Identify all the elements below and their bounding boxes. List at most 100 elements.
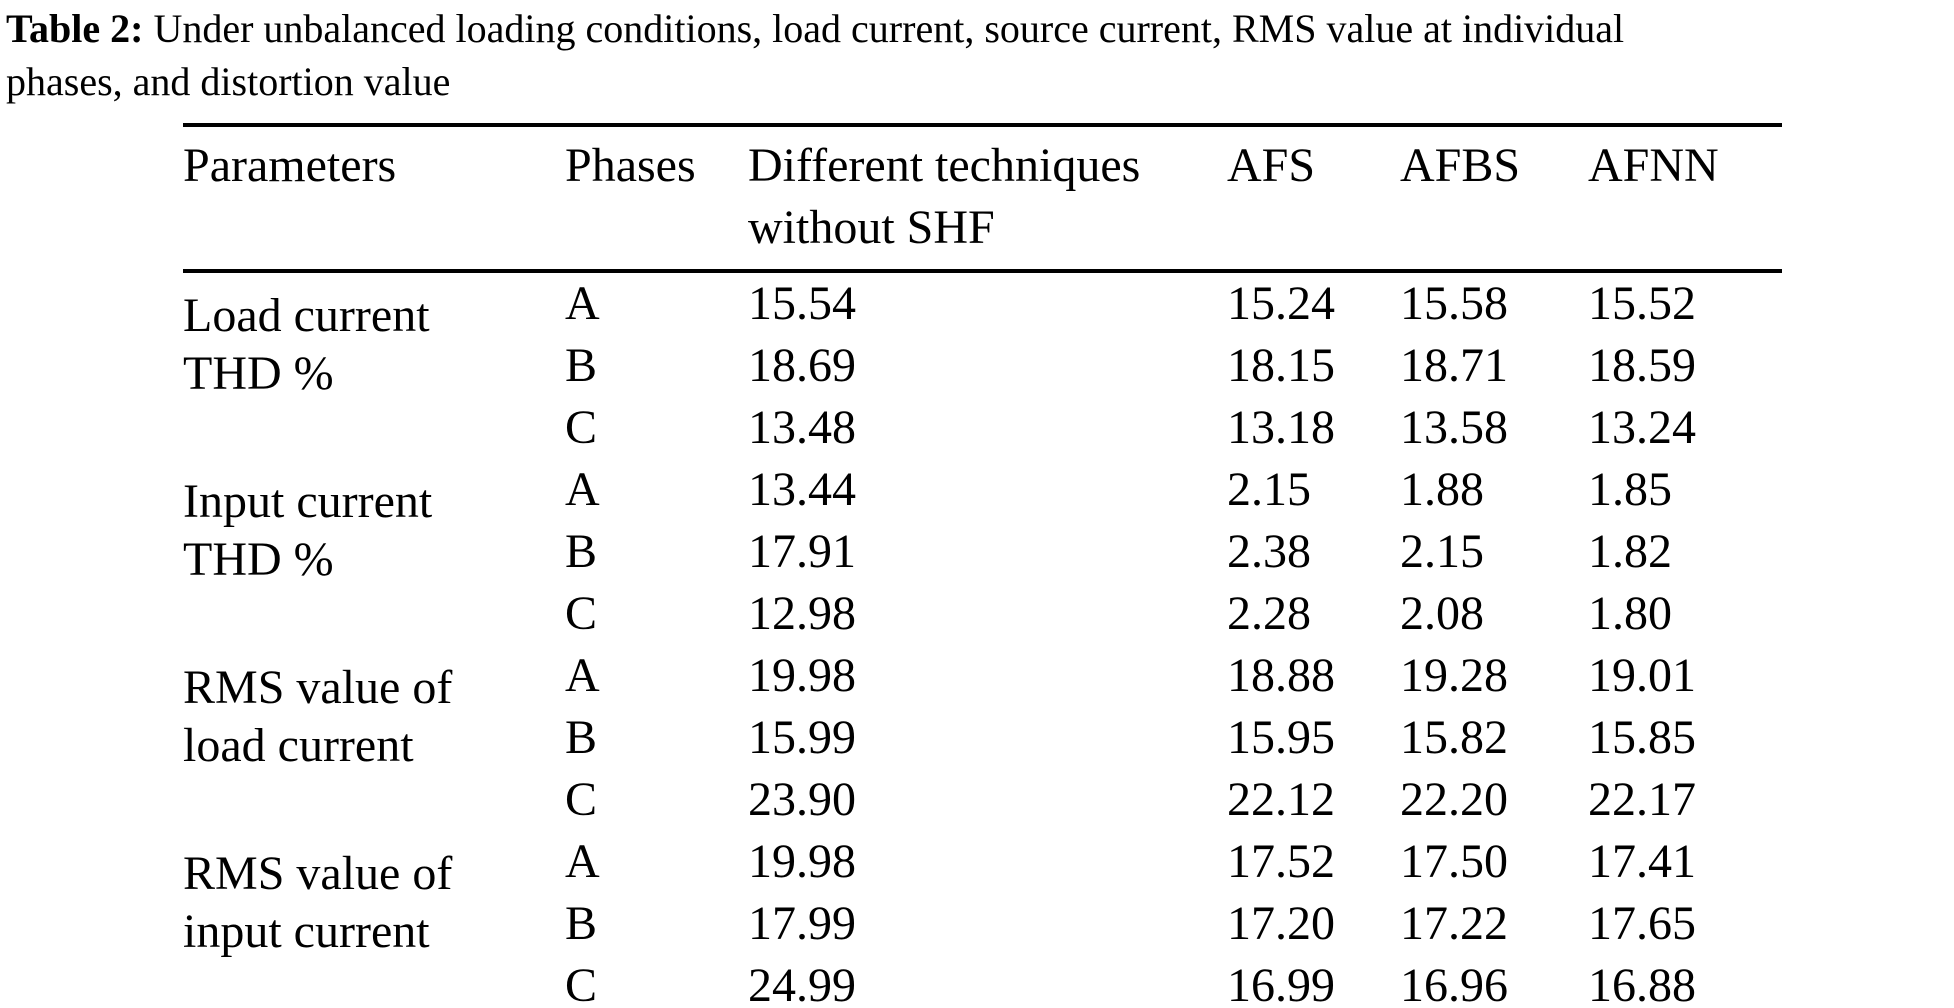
cell-afnn: 17.65: [1588, 897, 1696, 950]
cell-afbs: 18.71: [1400, 339, 1508, 392]
parameter-line1: Load current: [183, 289, 430, 342]
header-techniques-line2: without SHF: [748, 201, 995, 254]
phase-cell: A: [565, 277, 600, 330]
table-row: B 18.69 18.15 18.71 18.59: [183, 335, 1782, 397]
phase-cell: C: [565, 959, 598, 1008]
cell-without-shf: 13.44: [748, 463, 856, 516]
phase-cell: B: [565, 339, 598, 392]
phase-cell: B: [565, 711, 598, 764]
cell-afs: 2.15: [1227, 463, 1311, 516]
table-caption-line1: Table 2: Under unbalanced loading condit…: [6, 2, 1954, 55]
cell-afnn: 15.52: [1588, 277, 1696, 330]
cell-afs: 13.18: [1227, 401, 1335, 454]
cell-afnn: 18.59: [1588, 339, 1696, 392]
cell-afnn: 16.88: [1588, 959, 1696, 1008]
cell-afnn: 1.82: [1588, 525, 1672, 578]
table-row: C 13.48 13.18 13.58 13.24: [183, 397, 1782, 459]
cell-afs: 2.38: [1227, 525, 1311, 578]
cell-without-shf: 13.48: [748, 401, 856, 454]
header-afnn: AFNN: [1588, 139, 1719, 192]
table-row: C 12.98 2.28 2.08 1.80: [183, 583, 1782, 645]
cell-afbs: 15.58: [1400, 277, 1508, 330]
table-row: RMS value of input current A 19.98 17.52…: [183, 831, 1782, 959]
cell-afbs: 1.88: [1400, 463, 1484, 516]
header-row: Parameters Phases Different techniques w…: [183, 125, 1782, 271]
header-afbs: AFBS: [1400, 139, 1521, 192]
cell-afbs: 15.82: [1400, 711, 1508, 764]
table-row: B 17.99 17.20 17.22 17.65: [183, 893, 1782, 955]
parameter-line1: Input current: [183, 475, 433, 528]
parameter-line2: load current: [183, 719, 414, 772]
table-2: Parameters Phases Different techniques w…: [183, 123, 1782, 1008]
parameter-line1: RMS value of: [183, 661, 453, 714]
parameter-cell: Load current THD %: [183, 271, 565, 459]
cell-afs: 22.12: [1227, 773, 1335, 826]
cell-without-shf: 23.90: [748, 773, 856, 826]
parameter-cell: Input current THD %: [183, 459, 565, 645]
table-caption-text2: phases, and distortion value: [6, 59, 451, 104]
cell-afs: 18.15: [1227, 339, 1335, 392]
cell-without-shf: 19.98: [748, 835, 856, 888]
phase-cell: A: [565, 463, 600, 516]
parameter-line2: input current: [183, 905, 430, 958]
cell-without-shf: 24.99: [748, 959, 856, 1008]
phase-cell: B: [565, 525, 598, 578]
cell-afnn: 1.80: [1588, 587, 1672, 640]
header-techniques: Different techniques without SHF: [748, 125, 1227, 271]
phase-cell: C: [565, 587, 598, 640]
phase-cell: B: [565, 897, 598, 950]
parameter-cell: RMS value of input current: [183, 831, 565, 1008]
cell-afnn: 13.24: [1588, 401, 1696, 454]
cell-afnn: 17.41: [1588, 835, 1696, 888]
cell-afnn: 19.01: [1588, 649, 1696, 702]
table-caption-label: Table 2:: [6, 6, 144, 51]
cell-without-shf: 15.54: [748, 277, 856, 330]
table-row: B 15.99 15.95 15.82 15.85: [183, 707, 1782, 769]
cell-without-shf: 18.69: [748, 339, 856, 392]
header-techniques-line1: Different techniques: [748, 139, 1141, 192]
table-row: Input current THD % A 13.44 2.15 1.88 1.…: [183, 459, 1782, 587]
header-phases: Phases: [565, 139, 696, 192]
cell-afs: 15.24: [1227, 277, 1335, 330]
cell-afs: 2.28: [1227, 587, 1311, 640]
cell-afbs: 16.96: [1400, 959, 1508, 1008]
table-caption: Table 2: Under unbalanced loading condit…: [6, 2, 1954, 108]
cell-afbs: 22.20: [1400, 773, 1508, 826]
cell-without-shf: 15.99: [748, 711, 856, 764]
cell-afs: 18.88: [1227, 649, 1335, 702]
cell-afbs: 2.08: [1400, 587, 1484, 640]
cell-afbs: 17.22: [1400, 897, 1508, 950]
cell-afnn: 15.85: [1588, 711, 1696, 764]
table-caption-line2: phases, and distortion value: [6, 55, 1954, 108]
cell-afbs: 13.58: [1400, 401, 1508, 454]
phase-cell: A: [565, 649, 600, 702]
header-parameters: Parameters: [183, 139, 397, 192]
table-row: Load current THD % A 15.54 15.24 15.58 1…: [183, 271, 1782, 401]
parameter-line2: THD %: [183, 533, 334, 586]
phase-cell: C: [565, 401, 598, 454]
cell-without-shf: 12.98: [748, 587, 856, 640]
table-row: C 23.90 22.12 22.20 22.17: [183, 769, 1782, 831]
table-header: Parameters Phases Different techniques w…: [183, 125, 1782, 271]
parameter-cell: RMS value of load current: [183, 645, 565, 831]
phase-cell: C: [565, 773, 598, 826]
table-caption-text1: Under unbalanced loading conditions, loa…: [153, 6, 1625, 51]
cell-afs: 17.20: [1227, 897, 1335, 950]
cell-afbs: 2.15: [1400, 525, 1484, 578]
parameter-line1: RMS value of: [183, 847, 453, 900]
table-body: Load current THD % A 15.54 15.24 15.58 1…: [183, 271, 1782, 1008]
cell-without-shf: 19.98: [748, 649, 856, 702]
cell-afbs: 17.50: [1400, 835, 1508, 888]
cell-afs: 17.52: [1227, 835, 1335, 888]
header-afs: AFS: [1227, 139, 1316, 192]
parameter-line2: THD %: [183, 347, 334, 400]
cell-afs: 16.99: [1227, 959, 1335, 1008]
cell-afnn: 1.85: [1588, 463, 1672, 516]
table-row: RMS value of load current A 19.98 18.88 …: [183, 645, 1782, 773]
table-row: C 24.99 16.99 16.96 16.88: [183, 955, 1782, 1008]
cell-afnn: 22.17: [1588, 773, 1696, 826]
cell-afbs: 19.28: [1400, 649, 1508, 702]
phase-cell: A: [565, 835, 600, 888]
cell-without-shf: 17.91: [748, 525, 856, 578]
